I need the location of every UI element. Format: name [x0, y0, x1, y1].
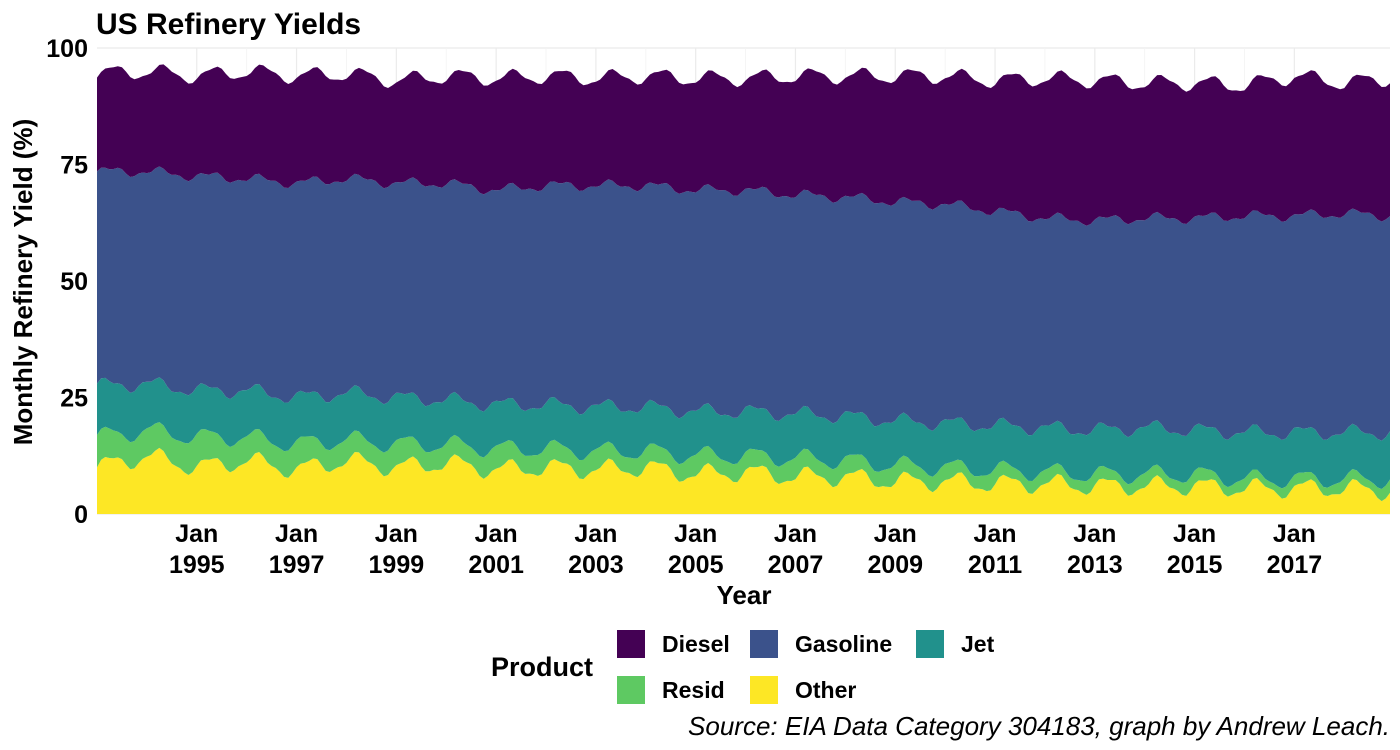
legend-swatch-diesel [617, 630, 645, 658]
legend-label-jet: Jet [961, 631, 995, 657]
legend-swatch-jet [916, 630, 944, 658]
x-tick-label-month: Jan [574, 520, 617, 548]
x-tick-label-month: Jan [1173, 520, 1216, 548]
legend-label-resid: Resid [662, 677, 725, 703]
x-tick-label-month: Jan [774, 520, 817, 548]
legend-label-gasoline: Gasoline [795, 631, 892, 657]
legend-swatch-gasoline [750, 630, 778, 658]
x-tick-label-month: Jan [1073, 520, 1116, 548]
legend: Product Diesel Gasoline Jet Resid Other [491, 630, 995, 704]
x-tick-label-year: 2009 [867, 551, 923, 579]
source-caption: Source: EIA Data Category 304183, graph … [688, 711, 1390, 741]
x-tick-label-month: Jan [475, 520, 518, 548]
x-axis-ticks: Jan 1995 Jan 1997 Jan 1999 Jan 2001 Jan 2003 Jan 20… [169, 520, 1322, 579]
legend-swatch-other [750, 676, 778, 704]
x-axis-title: Year [717, 580, 772, 610]
x-tick-label-year: 1999 [369, 551, 425, 579]
area-resid [97, 422, 1390, 502]
x-tick-label-year: 2003 [568, 551, 624, 579]
x-tick-label-year: 2015 [1167, 551, 1223, 579]
legend-label-other: Other [795, 677, 856, 703]
y-tick-label: 75 [60, 152, 88, 180]
x-tick-label-year: 2011 [968, 551, 1022, 579]
x-tick-label-month: Jan [375, 520, 418, 548]
chart-title: US Refinery Yields [96, 8, 361, 41]
legend-title: Product [491, 652, 593, 682]
x-tick-label-year: 1995 [169, 551, 225, 579]
y-axis-ticks: 0 25 50 75 100 [46, 35, 88, 529]
x-tick-label-year: 2007 [768, 551, 824, 579]
stacked-areas [97, 64, 1390, 514]
x-tick-label-month: Jan [874, 520, 917, 548]
x-tick-label-month: Jan [175, 520, 218, 548]
x-tick-label-year: 1997 [269, 551, 325, 579]
area-diesel [97, 64, 1390, 226]
x-tick-label-year: 2001 [468, 551, 524, 579]
y-tick-label: 25 [60, 385, 88, 413]
x-tick-label-month: Jan [973, 520, 1016, 548]
x-tick-label-year: 2017 [1267, 551, 1323, 579]
x-tick-label-year: 2005 [668, 551, 724, 579]
legend-label-diesel: Diesel [662, 631, 730, 657]
area-gasoline [97, 166, 1390, 441]
area-jet [97, 377, 1390, 489]
x-tick-label-month: Jan [275, 520, 318, 548]
y-tick-label: 50 [60, 268, 88, 296]
y-tick-label: 100 [46, 35, 88, 63]
legend-swatch-resid [617, 676, 645, 704]
x-tick-label-month: Jan [1273, 520, 1316, 548]
x-tick-label-month: Jan [674, 520, 717, 548]
x-tick-label-year: 2013 [1067, 551, 1123, 579]
y-axis-title: Monthly Refinery Yield (%) [8, 119, 38, 446]
area-other [97, 447, 1390, 514]
y-tick-label: 0 [74, 501, 88, 529]
